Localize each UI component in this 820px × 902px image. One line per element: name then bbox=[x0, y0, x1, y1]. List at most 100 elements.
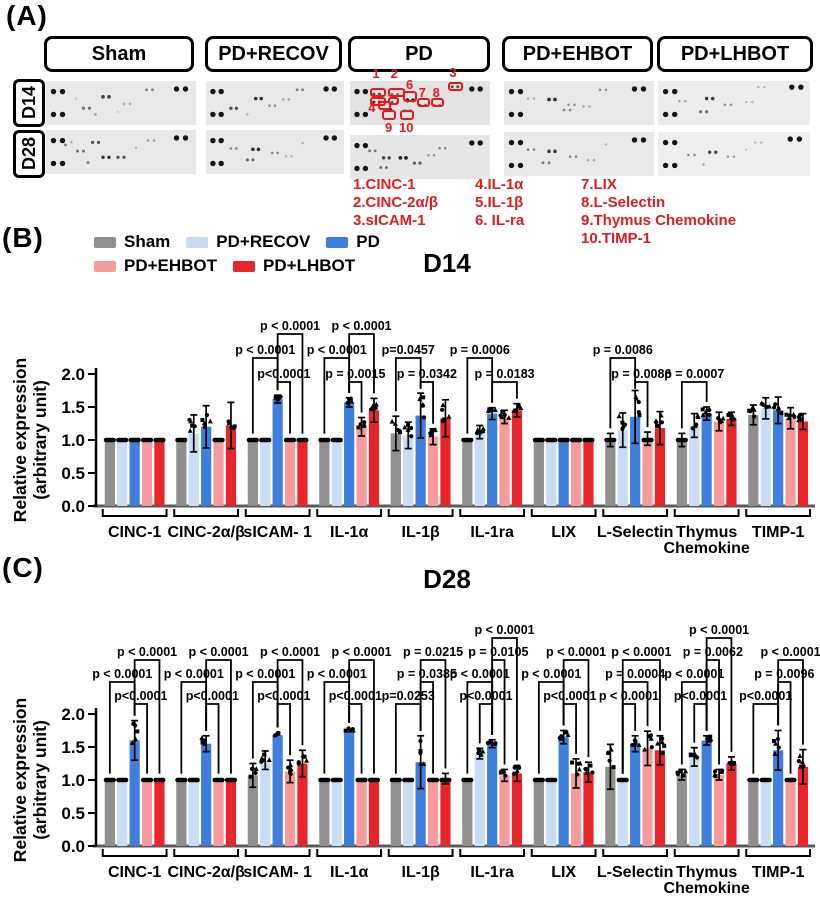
significance-bracket bbox=[562, 659, 590, 758]
legend-swatch bbox=[186, 236, 209, 248]
bar-pd-lhbot bbox=[583, 772, 594, 846]
data-dash bbox=[569, 437, 583, 443]
scatter-point bbox=[636, 400, 641, 405]
bar-sham bbox=[748, 780, 759, 846]
bar-pd-ehbot bbox=[427, 780, 439, 846]
bar-pd-lhbot bbox=[726, 763, 737, 846]
bar-sham bbox=[605, 766, 616, 846]
category-label: sICAM- 1 bbox=[243, 864, 312, 881]
scatter-point bbox=[397, 428, 402, 433]
category-label: IL-1α bbox=[330, 864, 368, 881]
data-dash bbox=[128, 437, 141, 443]
scatter-point bbox=[576, 761, 581, 766]
scatter-point bbox=[726, 412, 731, 417]
bar-sham bbox=[462, 440, 473, 506]
scatter-point bbox=[791, 411, 797, 417]
p-value-label: p = 0.0004 bbox=[605, 667, 665, 681]
y-axis-label: Relative expression bbox=[10, 698, 30, 862]
blot-dots bbox=[210, 86, 338, 118]
p-value-label: p < 0.0001 bbox=[450, 667, 510, 681]
scatter-point bbox=[694, 422, 699, 427]
scatter-point bbox=[288, 772, 293, 777]
category-label: CINC-1 bbox=[108, 524, 161, 541]
data-dash bbox=[153, 777, 166, 783]
bar-sham bbox=[176, 440, 187, 506]
significance-bracket bbox=[348, 333, 375, 394]
scatter-point bbox=[779, 411, 784, 416]
scatter-point bbox=[648, 735, 654, 741]
scatter-point bbox=[421, 415, 427, 420]
category-bracket bbox=[602, 509, 669, 517]
row-header-d28: D28 bbox=[13, 130, 45, 178]
bar-pd-ehbot bbox=[284, 771, 296, 846]
blot-dots bbox=[50, 86, 189, 118]
scatter-point bbox=[512, 765, 517, 770]
spot-annotation-number: 2 bbox=[390, 66, 398, 81]
data-dash bbox=[545, 777, 558, 783]
scatter-point bbox=[773, 740, 779, 746]
bar-pd-lhbot bbox=[225, 425, 237, 506]
scatter-point bbox=[583, 770, 589, 776]
scatter-point bbox=[648, 733, 654, 738]
scatter-point bbox=[402, 424, 408, 430]
scatter-point bbox=[660, 736, 665, 741]
bar-pd-recov bbox=[260, 760, 271, 846]
p-value-label: p=0.0457 bbox=[382, 343, 435, 357]
target-map-entry: 2.CINC-2α/β bbox=[353, 194, 439, 211]
scatter-point bbox=[518, 405, 524, 411]
category-bracket bbox=[459, 849, 526, 857]
bar-pd-lhbot bbox=[440, 778, 451, 846]
scatter-point bbox=[201, 420, 207, 426]
scatter-point bbox=[406, 422, 411, 427]
bar-pd-recov bbox=[331, 440, 342, 506]
data-dash bbox=[224, 777, 238, 783]
scatter-point bbox=[681, 773, 686, 778]
bar-pd-recov bbox=[689, 425, 700, 506]
legend-label: PD+EHBOT bbox=[124, 256, 218, 275]
bar-sham bbox=[676, 440, 687, 506]
category-bracket bbox=[387, 509, 454, 517]
scatter-point bbox=[488, 740, 493, 745]
bar-pd bbox=[630, 743, 641, 846]
scatter-point bbox=[512, 771, 517, 776]
bar-pd-ehbot bbox=[356, 780, 367, 846]
category-bracket bbox=[244, 509, 311, 517]
data-dash bbox=[557, 437, 570, 443]
scatter-point bbox=[131, 721, 136, 726]
legend-label: PD+LHBOT bbox=[263, 256, 356, 275]
category-label: Thymus Chemokine bbox=[664, 524, 750, 557]
significance-bracket bbox=[491, 381, 518, 403]
scatter-point bbox=[659, 739, 665, 745]
scatter-point bbox=[630, 742, 635, 748]
scatter-point bbox=[700, 412, 706, 418]
data-dash bbox=[582, 437, 595, 443]
bar-pd-ehbot bbox=[642, 438, 653, 506]
scatter-point bbox=[478, 751, 484, 757]
scatter-point bbox=[729, 412, 735, 418]
bar-pd-recov bbox=[260, 440, 271, 506]
category-bracket bbox=[173, 849, 240, 857]
y-tick-label: 0.0 bbox=[61, 497, 85, 516]
scatter-point bbox=[418, 750, 423, 756]
p-value-label: p < 0.0001 bbox=[260, 645, 320, 659]
legend-item-sham: Sham bbox=[94, 232, 170, 252]
scatter-point bbox=[392, 421, 398, 426]
category-label: LIX bbox=[551, 864, 576, 881]
data-dash bbox=[532, 777, 545, 783]
significance-bracket bbox=[466, 357, 494, 434]
scatter-point bbox=[489, 407, 494, 412]
blot-ehbot-d14 bbox=[504, 81, 654, 125]
data-dash bbox=[426, 777, 440, 783]
scatter-point bbox=[132, 736, 138, 741]
group-header-pd-recov: PD+RECOV bbox=[205, 36, 342, 72]
scatter-point bbox=[707, 407, 712, 413]
data-dash bbox=[212, 437, 225, 443]
category-bracket bbox=[387, 849, 454, 857]
scatter-point bbox=[296, 760, 301, 765]
scatter-point bbox=[202, 424, 207, 430]
scatter-point bbox=[260, 758, 265, 763]
scatter-point bbox=[253, 766, 259, 771]
blot-dots bbox=[354, 140, 483, 172]
bar-pd-ehbot bbox=[713, 421, 725, 506]
significance-bracket bbox=[777, 659, 804, 745]
